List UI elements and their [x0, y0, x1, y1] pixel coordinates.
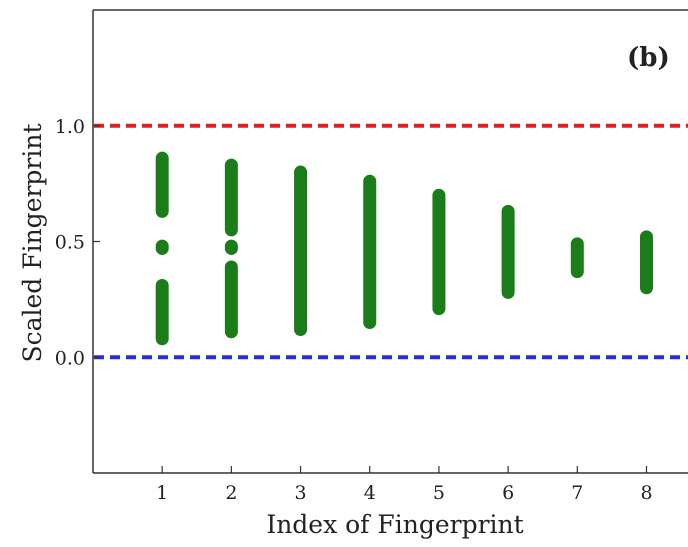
- x-tick-label-7: 7: [571, 482, 583, 504]
- data-marks: [155, 151, 653, 346]
- x-tick-label-6: 6: [502, 482, 514, 504]
- x-tick-label-3: 3: [295, 482, 307, 504]
- x-axis-label: Index of Fingerprint: [266, 510, 523, 539]
- y-tick-label-0: 0.0: [55, 347, 85, 369]
- plot-frame: [92, 9, 688, 474]
- x-tick-label-5: 5: [433, 482, 445, 504]
- panel-label: (b): [627, 43, 670, 73]
- x-tick-label-4: 4: [364, 482, 376, 504]
- x-tick-label-1: 1: [156, 482, 168, 504]
- x-axis: 1 2 3 4 5 6 7 8: [156, 466, 653, 504]
- y-tick-label-1: 0.5: [55, 232, 85, 254]
- x-tick-label-2: 2: [225, 482, 237, 504]
- y-tick-label-2: 1.0: [55, 116, 85, 138]
- reference-lines: [94, 123, 688, 360]
- x-tick-label-8: 8: [640, 482, 652, 504]
- y-axis-label: Scaled Fingerprint: [18, 123, 47, 362]
- y-axis: 0.0 0.5 1.0: [55, 116, 100, 369]
